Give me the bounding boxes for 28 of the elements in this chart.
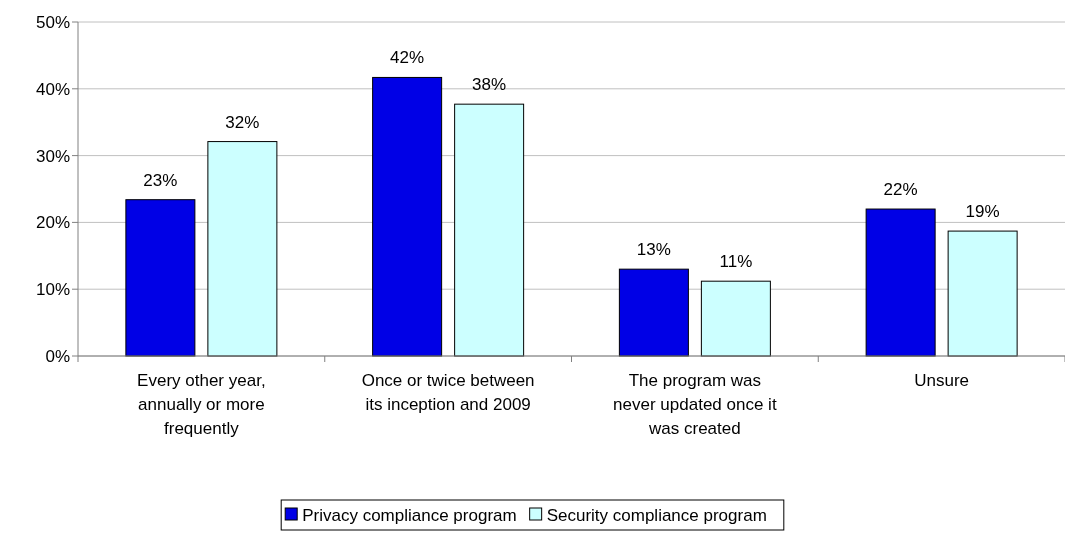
y-tick-label: 30% [35,146,70,166]
legend-label: Security compliance program [546,505,767,525]
data-label: 13% [636,240,671,260]
data-label: 11% [719,252,753,272]
bar [865,208,936,357]
bar [947,230,1018,357]
bar [207,141,278,357]
legend-label: Privacy compliance program [302,505,517,525]
data-label: 19% [965,202,1000,222]
bar [372,76,443,357]
data-label: 22% [883,180,918,200]
bar [700,280,771,357]
data-label: 38% [472,75,507,95]
data-label: 32% [225,112,260,132]
y-tick-label: 50% [35,12,70,32]
x-tick-label: Unsure [914,371,970,390]
data-label: 23% [143,170,178,190]
data-label: 42% [390,48,425,68]
bar [618,268,689,357]
bar [454,103,525,357]
y-tick-label: 0% [45,346,70,366]
y-tick-label: 10% [35,280,70,300]
y-tick-label: 20% [35,213,70,233]
y-tick-label: 40% [35,79,70,99]
x-tick-label: Once or twice between its inception and 2009 [361,371,535,414]
x-tick-label: Every other year, annually or more frequently [137,371,266,438]
bar [125,199,196,357]
x-tick-label: The program was never updated once it was created [613,371,777,438]
